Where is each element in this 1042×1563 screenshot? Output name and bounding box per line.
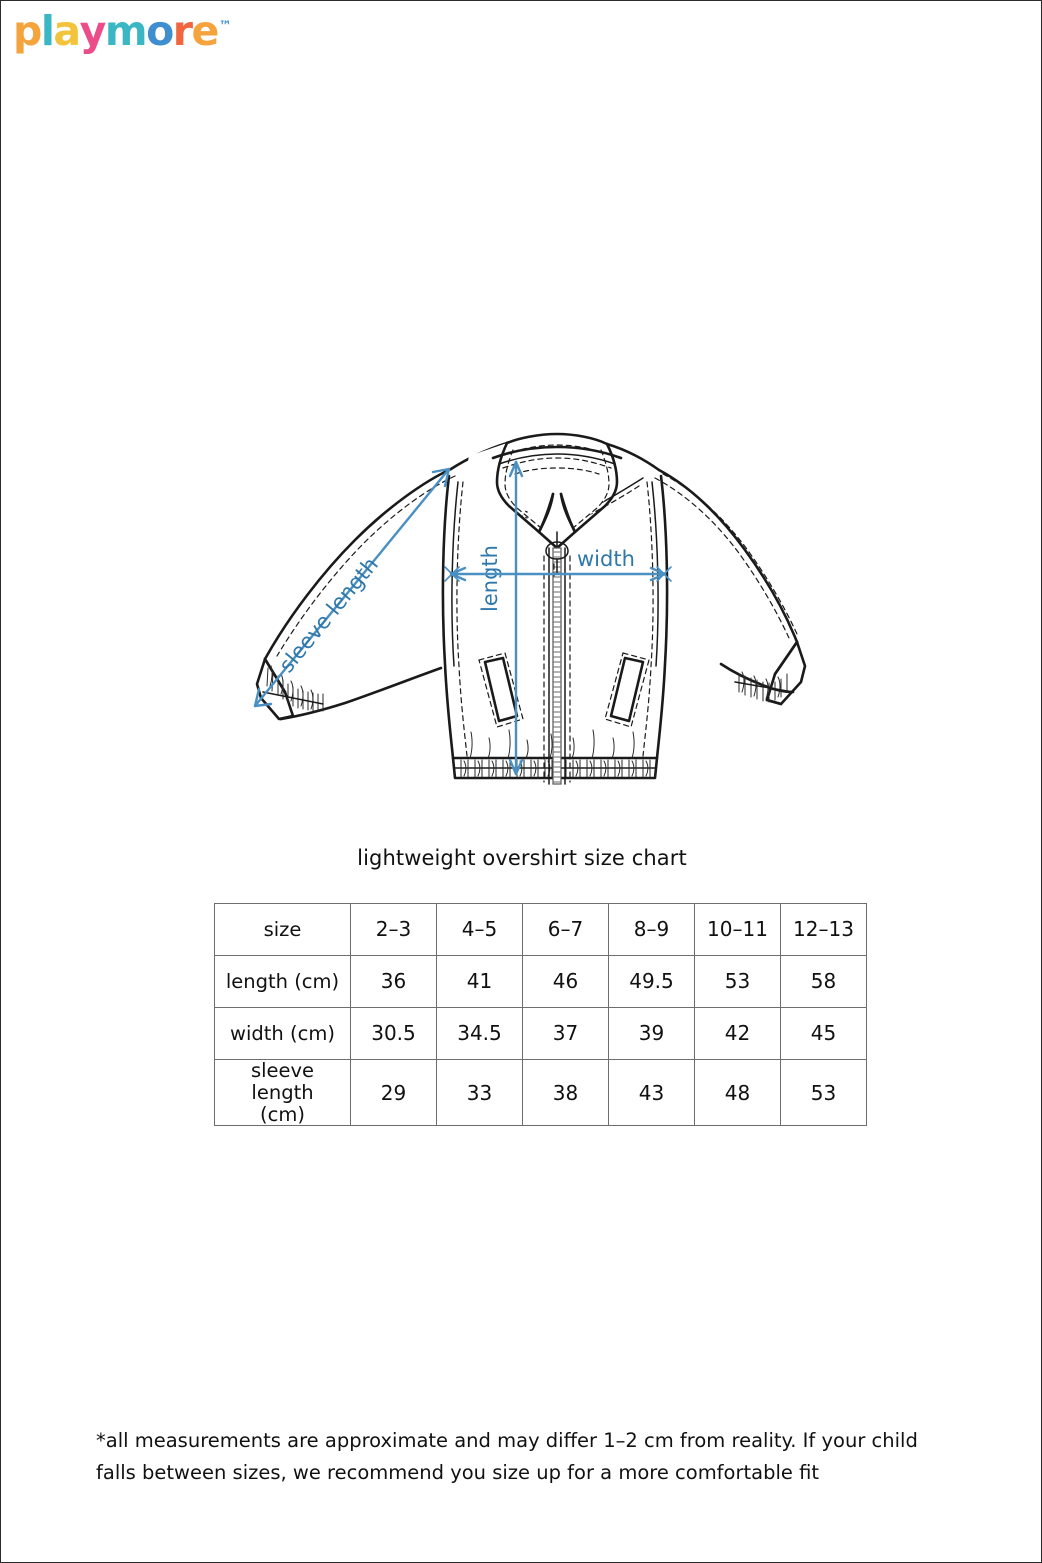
logo-letter-y: y [79, 7, 107, 55]
table-row-length: length (cm) 36 41 46 49.5 53 58 [214, 955, 867, 1008]
chart-title: lightweight overshirt size chart [357, 846, 687, 870]
length-cell-0: 36 [350, 955, 437, 1008]
size-cell-5: 12–13 [780, 903, 867, 956]
sleeve-cell-3: 43 [608, 1058, 695, 1127]
size-cell-2: 6–7 [522, 903, 609, 956]
logo-letter-a: a [53, 7, 81, 55]
sleeve-cell-0: 29 [350, 1058, 437, 1127]
hem-gathers [469, 729, 635, 759]
zipper-teeth [553, 551, 561, 783]
width-cell-5: 45 [780, 1007, 867, 1060]
size-cell-3: 8–9 [608, 903, 695, 956]
width-measure: width [444, 547, 672, 582]
sleeve-cell-4: 48 [694, 1058, 781, 1127]
logo-letter-e: e [191, 7, 219, 55]
width-cell-0: 30.5 [350, 1007, 437, 1060]
length-cell-3: 49.5 [608, 955, 695, 1008]
right-welt-pocket [604, 652, 650, 728]
row-header-size: size [214, 903, 351, 956]
length-cell-5: 58 [780, 955, 867, 1008]
table-row-sleeve-length: sleeve length (cm) 29 33 38 43 48 53 [214, 1058, 867, 1127]
row-header-sleeve-length: sleeve length (cm) [214, 1058, 351, 1127]
left-cuff-rib [266, 665, 324, 712]
width-label: width [577, 547, 635, 571]
table-row-size: size 2–3 4–5 6–7 8–9 10–11 12–13 [214, 903, 867, 956]
size-cell-0: 2–3 [350, 903, 437, 956]
table-row-width: width (cm) 30.5 34.5 37 39 42 45 [214, 1007, 867, 1060]
length-cell-1: 41 [436, 955, 523, 1008]
row-header-sleeve-length-line1: sleeve length [250, 1059, 315, 1104]
width-cell-4: 42 [694, 1007, 781, 1060]
jacket-illustration: sleeve length length width [227, 416, 857, 821]
sleeve-cell-2: 38 [522, 1058, 609, 1127]
trademark-icon: ™ [218, 19, 232, 35]
row-header-length: length (cm) [214, 955, 351, 1008]
size-chart-table: size 2–3 4–5 6–7 8–9 10–11 12–13 length … [214, 903, 867, 1127]
row-header-sleeve-length-line2: (cm) [260, 1102, 305, 1126]
length-cell-4: 53 [694, 955, 781, 1008]
logo-letter-m: m [104, 7, 148, 55]
row-header-width: width (cm) [214, 1007, 351, 1060]
sleeve-cell-5: 53 [780, 1058, 867, 1127]
width-cell-2: 37 [522, 1007, 609, 1060]
length-label: length [478, 545, 502, 612]
logo-letter-p: p [13, 7, 42, 55]
logo-letter-o: o [146, 7, 174, 55]
measurement-disclaimer: *all measurements are approximate and ma… [96, 1429, 918, 1485]
sleeve-cell-1: 33 [436, 1058, 523, 1127]
size-cell-1: 4–5 [436, 903, 523, 956]
brand-logo: playmore™ [13, 7, 232, 61]
logo-letter-l: l [40, 7, 55, 55]
brand-wordmark: playmore™ [13, 7, 232, 55]
size-cell-4: 10–11 [694, 903, 781, 956]
logo-letter-r: r [172, 7, 193, 55]
width-cell-3: 39 [608, 1007, 695, 1060]
length-cell-2: 46 [522, 955, 609, 1008]
length-measure: length [478, 460, 524, 776]
width-cell-1: 34.5 [436, 1007, 523, 1060]
